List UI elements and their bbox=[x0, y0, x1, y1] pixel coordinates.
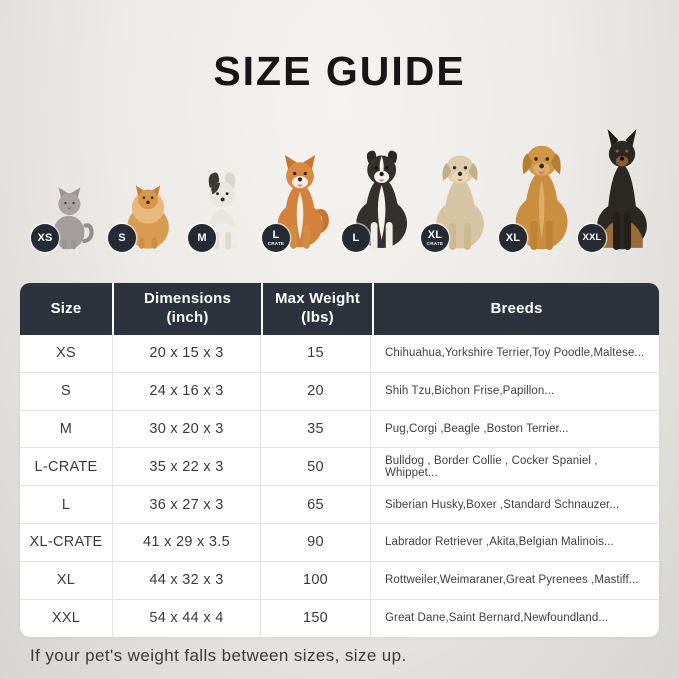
cell-dimensions: 35 x 22 x 3 bbox=[113, 448, 261, 487]
cell-size: XL-CRATE bbox=[20, 523, 113, 562]
pomeranian-illustration bbox=[127, 185, 169, 249]
cell-size: S bbox=[20, 372, 113, 411]
cell-dimensions: 20 x 15 x 3 bbox=[113, 335, 261, 373]
cell-breeds: Siberian Husky,Boxer ,Standard Schnauzer… bbox=[371, 486, 659, 524]
cell-breeds: Chihuahua,Yorkshire Terrier,Toy Poodle,M… bbox=[371, 335, 659, 373]
cell-max-weight: 90 bbox=[261, 523, 371, 562]
table-row: S 24 x 16 x 3 20 Shih Tzu,Bichon Frise,P… bbox=[20, 372, 659, 411]
size-badge-xl: XL bbox=[499, 224, 527, 252]
cell-breeds: Rottweiler,Weimaraner,Great Pyrenees ,Ma… bbox=[371, 562, 659, 600]
table-header-row: Size Dimensions (inch) Max Weight (lbs) … bbox=[20, 283, 659, 335]
cat-illustration bbox=[53, 187, 94, 250]
cell-dimensions: 24 x 16 x 3 bbox=[113, 372, 261, 411]
cell-max-weight: 20 bbox=[261, 372, 371, 411]
table-row: XL-CRATE 41 x 29 x 3.5 90 Labrador Retri… bbox=[20, 523, 659, 562]
cat-image bbox=[44, 186, 96, 250]
cell-max-weight: 65 bbox=[261, 486, 371, 524]
cell-breeds: Labrador Retriever ,Akita,Belgian Malino… bbox=[371, 524, 659, 562]
cell-max-weight: 150 bbox=[261, 599, 371, 638]
badge-label: XS bbox=[37, 231, 53, 244]
table-row: L 36 x 27 x 3 65 Siberian Husky,Boxer ,S… bbox=[20, 486, 659, 524]
size-badge-xs: XS bbox=[31, 224, 59, 252]
size-badge-xl-crate: XL CRATE bbox=[421, 224, 449, 252]
cell-breeds: Great Dane,Saint Bernard,Newfoundland... bbox=[385, 612, 609, 625]
badge-label: XXL bbox=[582, 232, 602, 244]
badge-sublabel: CRATE bbox=[426, 240, 444, 246]
size-badge-m: M bbox=[188, 224, 216, 252]
cell-max-weight: 35 bbox=[261, 410, 371, 449]
size-guide-table: Size Dimensions (inch) Max Weight (lbs) … bbox=[20, 283, 659, 638]
cell-dimensions: 54 x 44 x 4 bbox=[113, 599, 261, 638]
cell-breeds: Pug,Corgi ,Beagle ,Boston Terrier... bbox=[371, 411, 659, 449]
table-row: XL 44 x 32 x 3 100 Rottweiler,Weimaraner… bbox=[20, 561, 659, 600]
badge-label: XL bbox=[427, 228, 443, 241]
cell-size: M bbox=[20, 410, 113, 449]
cell-dimensions: 44 x 32 x 3 bbox=[113, 561, 261, 600]
doberman-illustration bbox=[597, 129, 647, 250]
cell-size: L-CRATE bbox=[20, 448, 113, 487]
doberman-image bbox=[587, 129, 657, 250]
cell-breeds: Shih Tzu,Bichon Frise,Papillon... bbox=[371, 373, 659, 411]
size-badge-l-crate: L CRATE bbox=[262, 224, 290, 252]
size-badge-s: S bbox=[108, 224, 136, 252]
sizing-tip-note: If your pet's weight falls between sizes… bbox=[30, 646, 407, 665]
cell-breeds: Bulldog , Border Collie , Cocker Spaniel… bbox=[371, 448, 659, 487]
size-badge-xxl: XXL bbox=[578, 224, 606, 252]
size-badge-l: L bbox=[342, 224, 370, 252]
golden-retriever-image bbox=[505, 138, 579, 250]
cell-max-weight: 100 bbox=[261, 561, 371, 600]
badge-label: L bbox=[272, 228, 280, 241]
table-row: XXL 54 x 44 x 4 150 Great Dane,Saint Ber… bbox=[20, 599, 659, 638]
header-breeds: Breeds bbox=[374, 283, 659, 335]
table-row: M 30 x 20 x 3 35 Pug,Corgi ,Beagle ,Bost… bbox=[20, 410, 659, 449]
badge-label: L bbox=[352, 231, 360, 244]
cell-size: L bbox=[20, 486, 113, 524]
cell-max-weight: 50 bbox=[261, 448, 371, 487]
table-row: XS 20 x 15 x 3 15 Chihuahua,Yorkshire Te… bbox=[20, 335, 659, 373]
cell-size: XL bbox=[20, 561, 113, 600]
badge-label: M bbox=[197, 231, 207, 244]
header-max-weight: Max Weight (lbs) bbox=[263, 283, 372, 335]
table-row: L-CRATE 35 x 22 x 3 50 Bulldog , Border … bbox=[20, 448, 659, 487]
badge-label: S bbox=[118, 231, 126, 244]
pomeranian-image bbox=[119, 179, 177, 250]
cell-dimensions: 36 x 27 x 3 bbox=[113, 486, 261, 524]
cell-dimensions: 30 x 20 x 3 bbox=[113, 410, 261, 449]
header-size: Size bbox=[20, 283, 112, 335]
cell-size: XXL bbox=[20, 599, 113, 638]
page-title: SIZE GUIDE bbox=[213, 48, 466, 94]
badge-label: XL bbox=[505, 231, 521, 244]
cell-size: XS bbox=[20, 335, 113, 373]
cell-max-weight: 15 bbox=[261, 335, 371, 373]
cell-dimensions: 41 x 29 x 3.5 bbox=[113, 523, 261, 562]
animal-lineup: XS S M L CRATE L XL CRATE XL XXL bbox=[0, 120, 679, 252]
golden-retriever-illustration bbox=[515, 145, 568, 250]
badge-sublabel: CRATE bbox=[267, 240, 285, 246]
header-dimensions: Dimensions (inch) bbox=[114, 283, 261, 335]
